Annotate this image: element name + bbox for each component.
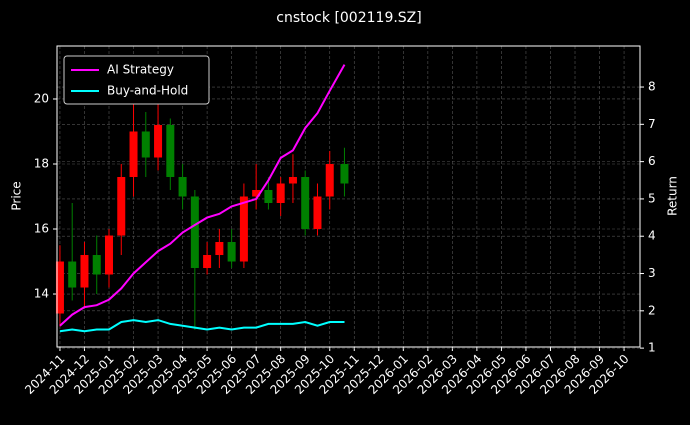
y-tick-label: 16 <box>34 222 49 236</box>
candle-body <box>166 124 175 177</box>
candle-body <box>215 242 224 256</box>
chart-title: cnstock [002119.SZ] <box>276 10 421 26</box>
candle-body <box>264 189 273 204</box>
candle-body <box>55 261 64 314</box>
candle-body <box>190 196 199 269</box>
candle-body <box>227 242 236 262</box>
candle-body <box>325 163 334 197</box>
candle-body <box>203 255 212 269</box>
candle-body <box>301 176 310 230</box>
y2-tick-label: 6 <box>648 154 656 168</box>
y2-tick-label: 3 <box>648 266 656 280</box>
candle-body <box>239 196 248 262</box>
y2-axis-label: Return <box>666 176 680 216</box>
candle-body <box>154 124 163 158</box>
line-series <box>59 64 346 327</box>
candle-body <box>68 261 77 288</box>
y2-tick-label: 5 <box>648 191 656 205</box>
candle-body <box>288 176 297 184</box>
candle-body <box>313 196 322 230</box>
y2-tick-label: 7 <box>648 117 656 131</box>
y2-tick-label: 8 <box>648 80 656 94</box>
y2-tick-label: 1 <box>648 341 656 355</box>
legend-label: AI Strategy <box>107 63 174 77</box>
candle-body <box>178 176 187 197</box>
legend-label: Buy-and-Hold <box>107 84 188 98</box>
candle-body <box>141 131 150 158</box>
y2-tick-label: 4 <box>648 229 656 243</box>
candle-body <box>252 189 261 197</box>
candle-body <box>92 255 101 275</box>
candle-body <box>276 183 285 204</box>
candle-body <box>80 255 89 288</box>
legend-box <box>63 55 210 105</box>
y-tick-label: 18 <box>34 156 49 170</box>
candle-body <box>129 131 138 177</box>
plot-frame <box>56 45 641 348</box>
candle-body <box>104 235 113 275</box>
candle-body <box>117 176 126 236</box>
line-series <box>59 319 345 333</box>
y-axis-label: Price <box>10 181 24 210</box>
y2-tick-label: 2 <box>648 303 656 317</box>
y-tick-label: 20 <box>34 91 49 105</box>
y-tick-label: 14 <box>34 287 49 301</box>
candle-body <box>340 163 349 184</box>
